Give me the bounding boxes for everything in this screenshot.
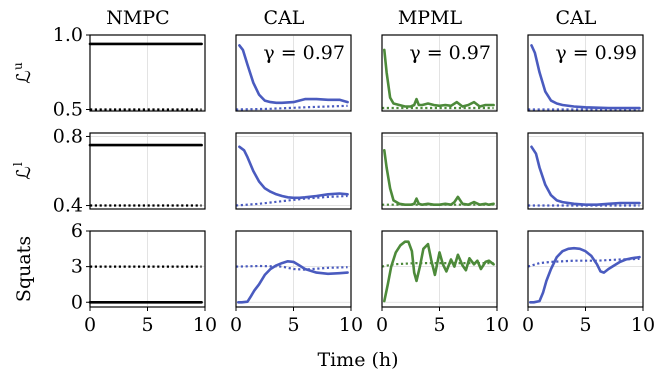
x-tick-label: 10: [339, 314, 363, 336]
column-title-cal-2: CAL: [556, 7, 597, 29]
panel-r1-c0: 0.4 0.8: [53, 125, 205, 216]
x-tick-label: 10: [193, 314, 217, 336]
panel-r0-c1: γ = 0.97: [236, 35, 351, 111]
column-title-mpml: MPML: [398, 7, 463, 29]
x-tick-label: 0: [230, 314, 242, 336]
x-tick-label: 0: [376, 314, 388, 336]
row-labels: ℒu ℒl Squats: [11, 62, 35, 302]
y-tick-label: 6: [71, 220, 83, 242]
x-tick-label: 5: [141, 314, 153, 336]
x-tick-label: 5: [433, 314, 445, 336]
panel-r1-c1: [236, 133, 351, 209]
x-tick-label: 10: [485, 314, 509, 336]
x-tick-label: 0: [84, 314, 96, 336]
panel-r2-c1: 0 5 10: [230, 231, 363, 336]
row-label-2: Squats: [13, 236, 35, 302]
x-tick-label: 5: [287, 314, 299, 336]
x-tick-label: 5: [579, 314, 591, 336]
y-tick-label: 0.4: [53, 195, 83, 217]
x-tick-label: 0: [522, 314, 534, 336]
panel-grid: 0.51.0γ = 0.97 γ = 0.97 γ = 0.990.40.80360…: [53, 24, 655, 336]
y-tick-label: 0.5: [53, 99, 83, 121]
panel-r0-c0: 0.5 1.0: [53, 24, 205, 121]
panel-r0-c3: γ = 0.99: [528, 35, 643, 111]
gamma-label: γ = 0.97: [263, 42, 345, 64]
y-tick-label: 0: [71, 291, 83, 313]
panel-r2-c0: 0 3 6 0 5 10: [71, 220, 217, 336]
panel-r1-c2: [382, 133, 497, 209]
panel-r2-c3: 0 5 10: [522, 231, 655, 336]
panel-r0-c2: γ = 0.97: [382, 35, 497, 111]
gamma-label: γ = 0.97: [409, 42, 491, 64]
row-label-0: ℒu: [11, 62, 35, 84]
y-tick-label: 3: [71, 256, 83, 278]
row-label-1: ℒl: [11, 162, 35, 180]
y-tick-label: 0.8: [53, 125, 83, 147]
y-tick-label: 1.0: [53, 24, 83, 46]
x-axis-label: Time (h): [317, 349, 398, 371]
gamma-label: γ = 0.99: [555, 42, 637, 64]
x-tick-label: 10: [631, 314, 655, 336]
panel-r2-c2: 0 5 10: [376, 231, 509, 336]
column-title-nmpc: NMPC: [106, 7, 169, 29]
column-title-cal-1: CAL: [264, 7, 305, 29]
panel-r1-c3: [528, 133, 643, 209]
